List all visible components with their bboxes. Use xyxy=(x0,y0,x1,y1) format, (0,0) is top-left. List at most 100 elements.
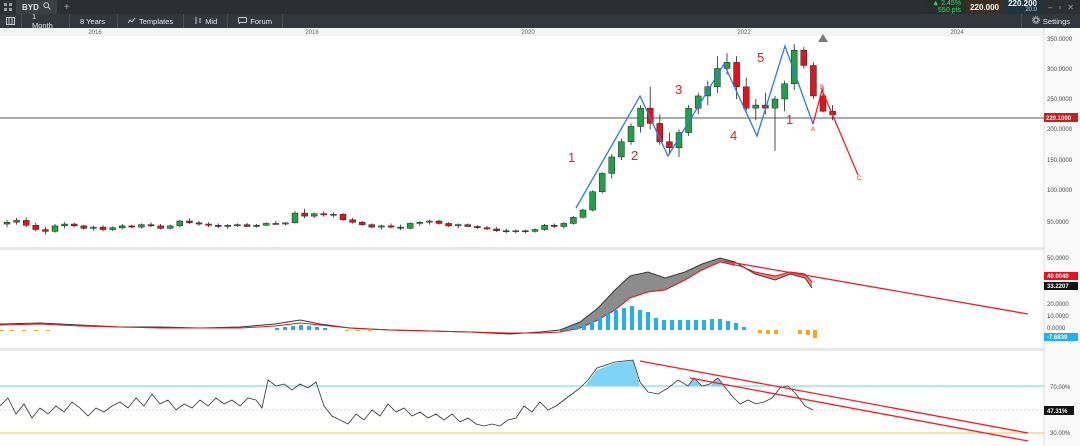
candle-down[interactable] xyxy=(522,230,529,233)
candle-up[interactable] xyxy=(406,223,414,229)
candle-down[interactable] xyxy=(646,107,654,124)
interval-select[interactable]: 1 Month xyxy=(22,12,70,30)
candle-up[interactable] xyxy=(752,104,760,109)
candle-down[interactable] xyxy=(502,230,510,233)
candle-up[interactable] xyxy=(416,221,424,224)
candle-up[interactable] xyxy=(512,230,520,233)
candle-up[interactable] xyxy=(714,68,721,88)
pane-divider[interactable] xyxy=(0,348,1080,351)
candle-up[interactable] xyxy=(637,107,644,127)
candle-down[interactable] xyxy=(32,225,40,230)
candle-up[interactable] xyxy=(253,225,260,227)
candle-down[interactable] xyxy=(22,220,30,226)
candle-up[interactable] xyxy=(291,212,299,224)
candle-down[interactable] xyxy=(733,62,740,88)
candle-down[interactable] xyxy=(186,220,193,224)
bid-price-button[interactable]: 220.000 xyxy=(966,0,1004,14)
candle-up[interactable] xyxy=(118,225,126,228)
templates-button[interactable]: Templates xyxy=(118,14,185,28)
candle-down[interactable] xyxy=(272,223,280,225)
candle-up[interactable] xyxy=(378,225,385,228)
candle-down[interactable] xyxy=(435,220,443,224)
candle-up[interactable] xyxy=(560,223,568,227)
candle-up[interactable] xyxy=(570,217,577,224)
candle-up[interactable] xyxy=(618,141,625,158)
candle-up[interactable] xyxy=(176,220,184,227)
candle-down[interactable] xyxy=(800,49,808,66)
candle-up[interactable] xyxy=(109,227,116,230)
candle-down[interactable] xyxy=(819,95,827,112)
candle-up[interactable] xyxy=(282,222,289,225)
candle-down[interactable] xyxy=(80,225,88,229)
candle-up[interactable] xyxy=(598,173,606,192)
corrective-wave-line[interactable] xyxy=(812,87,859,176)
candle-down[interactable] xyxy=(195,222,203,225)
candle-down[interactable] xyxy=(810,65,817,97)
candle-down[interactable] xyxy=(147,224,155,227)
candle-up[interactable] xyxy=(627,126,635,142)
candle-down[interactable] xyxy=(205,223,212,226)
candle-down[interactable] xyxy=(301,212,308,217)
chart-type-icon[interactable] xyxy=(0,14,22,28)
candle-up[interactable] xyxy=(531,229,539,232)
close-icon[interactable]: ✕ xyxy=(1067,2,1074,12)
candle-down[interactable] xyxy=(368,224,376,228)
rsi-divergence-trendline-1[interactable] xyxy=(639,360,1029,434)
candle-down[interactable] xyxy=(128,225,136,228)
candle-up[interactable] xyxy=(608,156,616,174)
candle-down[interactable] xyxy=(464,224,472,227)
candle-down[interactable] xyxy=(42,229,49,232)
grid-menu-icon[interactable] xyxy=(0,0,16,14)
candle-up[interactable] xyxy=(262,223,270,226)
candle-up[interactable] xyxy=(90,226,97,229)
candle-up[interactable] xyxy=(790,49,798,84)
price-type-select[interactable]: Mid xyxy=(184,14,229,28)
candle-up[interactable] xyxy=(310,213,318,217)
pane-divider[interactable] xyxy=(0,247,1080,250)
candle-down[interactable] xyxy=(550,225,558,227)
ask-price-button[interactable]: 220.200 20.0 xyxy=(1004,0,1042,14)
macd-divergence-trendline[interactable] xyxy=(723,260,1029,315)
candle-down[interactable] xyxy=(742,86,750,109)
candle-up[interactable] xyxy=(541,225,548,230)
candle-down[interactable] xyxy=(358,221,366,225)
candle-down[interactable] xyxy=(99,226,107,230)
rsi-divergence-trendline-2[interactable] xyxy=(689,377,1029,442)
candle-up[interactable] xyxy=(426,220,433,223)
candle-down[interactable] xyxy=(666,141,673,149)
range-select[interactable]: 8 Years xyxy=(70,14,118,28)
candle-up[interactable] xyxy=(685,107,692,133)
candle-up[interactable] xyxy=(13,220,20,223)
maximize-icon[interactable]: ▫ xyxy=(1058,2,1062,12)
alert-marker-icon[interactable] xyxy=(818,34,828,42)
settings-button[interactable]: Settings xyxy=(1020,14,1080,28)
candle-down[interactable] xyxy=(243,224,251,227)
candle-up[interactable] xyxy=(781,83,788,100)
candle-up[interactable] xyxy=(330,214,337,216)
candle-up[interactable] xyxy=(138,224,145,228)
candle-up[interactable] xyxy=(51,225,59,232)
add-tab-button[interactable]: + xyxy=(63,1,70,13)
candle-up[interactable] xyxy=(3,221,11,225)
forum-button[interactable]: Forum xyxy=(228,14,283,28)
candle-down[interactable] xyxy=(387,225,395,228)
candle-up[interactable] xyxy=(61,223,68,227)
candle-up[interactable] xyxy=(589,191,596,211)
candle-up[interactable] xyxy=(166,225,174,229)
candle-down[interactable] xyxy=(397,226,404,229)
candle-down[interactable] xyxy=(483,227,491,230)
candle-down[interactable] xyxy=(70,223,78,227)
candle-up[interactable] xyxy=(675,132,683,149)
candle-up[interactable] xyxy=(579,209,587,218)
symbol-tab[interactable]: BYD xyxy=(16,0,57,14)
candle-down[interactable] xyxy=(474,226,481,228)
candle-up[interactable] xyxy=(771,98,779,109)
search-icon[interactable] xyxy=(43,2,51,12)
candle-down[interactable] xyxy=(339,214,347,221)
candle-down[interactable] xyxy=(349,219,356,223)
candle-down[interactable] xyxy=(493,228,500,232)
candle-up[interactable] xyxy=(224,225,232,227)
candle-down[interactable] xyxy=(214,225,222,227)
minimize-icon[interactable]: – xyxy=(1048,2,1053,12)
candle-up[interactable] xyxy=(234,224,241,226)
